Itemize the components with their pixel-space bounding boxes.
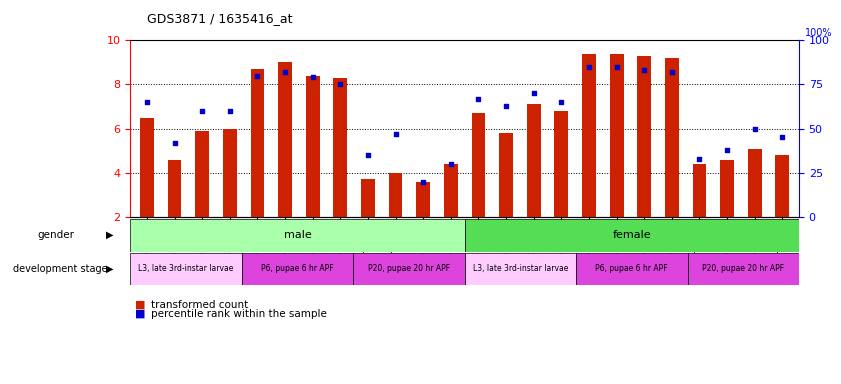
Point xyxy=(472,96,485,102)
Bar xyxy=(353,253,464,285)
Bar xyxy=(688,253,799,285)
Bar xyxy=(526,104,541,217)
Bar xyxy=(223,129,236,217)
Point xyxy=(665,69,679,75)
Text: ■: ■ xyxy=(135,309,145,319)
Bar xyxy=(389,173,403,217)
Point xyxy=(610,64,623,70)
Text: ▶: ▶ xyxy=(106,264,113,274)
Bar xyxy=(130,253,242,285)
Text: 100%: 100% xyxy=(805,28,832,38)
Text: gender: gender xyxy=(38,230,75,240)
Point xyxy=(334,81,347,88)
Bar xyxy=(130,219,464,252)
Text: ■: ■ xyxy=(135,300,145,310)
Bar xyxy=(637,56,651,217)
Bar xyxy=(554,111,569,217)
Bar xyxy=(333,78,347,217)
Bar xyxy=(582,53,596,217)
Text: P20, pupae 20 hr APF: P20, pupae 20 hr APF xyxy=(702,265,785,273)
Bar xyxy=(278,62,292,217)
Bar xyxy=(748,149,762,217)
Point xyxy=(140,99,154,105)
Point xyxy=(748,126,761,132)
Point xyxy=(389,131,402,137)
Bar xyxy=(576,253,688,285)
Bar xyxy=(720,160,734,217)
Point xyxy=(251,73,264,79)
Text: P6, pupae 6 hr APF: P6, pupae 6 hr APF xyxy=(595,265,668,273)
Point xyxy=(527,90,541,96)
Text: female: female xyxy=(612,230,651,240)
Point xyxy=(195,108,209,114)
Bar xyxy=(416,182,430,217)
Point xyxy=(500,103,513,109)
Bar xyxy=(472,113,485,217)
Point xyxy=(168,140,182,146)
Point xyxy=(444,161,458,167)
Bar xyxy=(251,69,264,217)
Bar xyxy=(242,253,353,285)
Text: transformed count: transformed count xyxy=(151,300,249,310)
Bar xyxy=(775,155,790,217)
Point xyxy=(306,74,320,81)
Bar xyxy=(195,131,209,217)
Point xyxy=(693,156,706,162)
Text: development stage: development stage xyxy=(13,264,108,274)
Bar xyxy=(464,219,799,252)
Point xyxy=(362,152,375,158)
Text: P20, pupae 20 hr APF: P20, pupae 20 hr APF xyxy=(368,265,450,273)
Bar xyxy=(306,76,320,217)
Bar xyxy=(464,253,576,285)
Text: L3, late 3rd-instar larvae: L3, late 3rd-instar larvae xyxy=(473,265,568,273)
Point xyxy=(554,99,568,105)
Bar xyxy=(361,179,375,217)
Point xyxy=(637,67,651,73)
Bar xyxy=(693,164,706,217)
Text: percentile rank within the sample: percentile rank within the sample xyxy=(151,309,327,319)
Point xyxy=(582,64,595,70)
Text: GDS3871 / 1635416_at: GDS3871 / 1635416_at xyxy=(147,12,293,25)
Text: male: male xyxy=(283,230,311,240)
Bar xyxy=(665,58,679,217)
Point xyxy=(416,179,430,185)
Point xyxy=(278,69,292,75)
Point xyxy=(223,108,236,114)
Bar xyxy=(610,53,623,217)
Bar xyxy=(140,118,154,217)
Point xyxy=(775,134,789,141)
Text: ▶: ▶ xyxy=(106,230,113,240)
Bar xyxy=(167,160,182,217)
Bar xyxy=(500,133,513,217)
Bar xyxy=(444,164,458,217)
Text: P6, pupae 6 hr APF: P6, pupae 6 hr APF xyxy=(262,265,334,273)
Point xyxy=(721,147,734,153)
Text: L3, late 3rd-instar larvae: L3, late 3rd-instar larvae xyxy=(139,265,234,273)
